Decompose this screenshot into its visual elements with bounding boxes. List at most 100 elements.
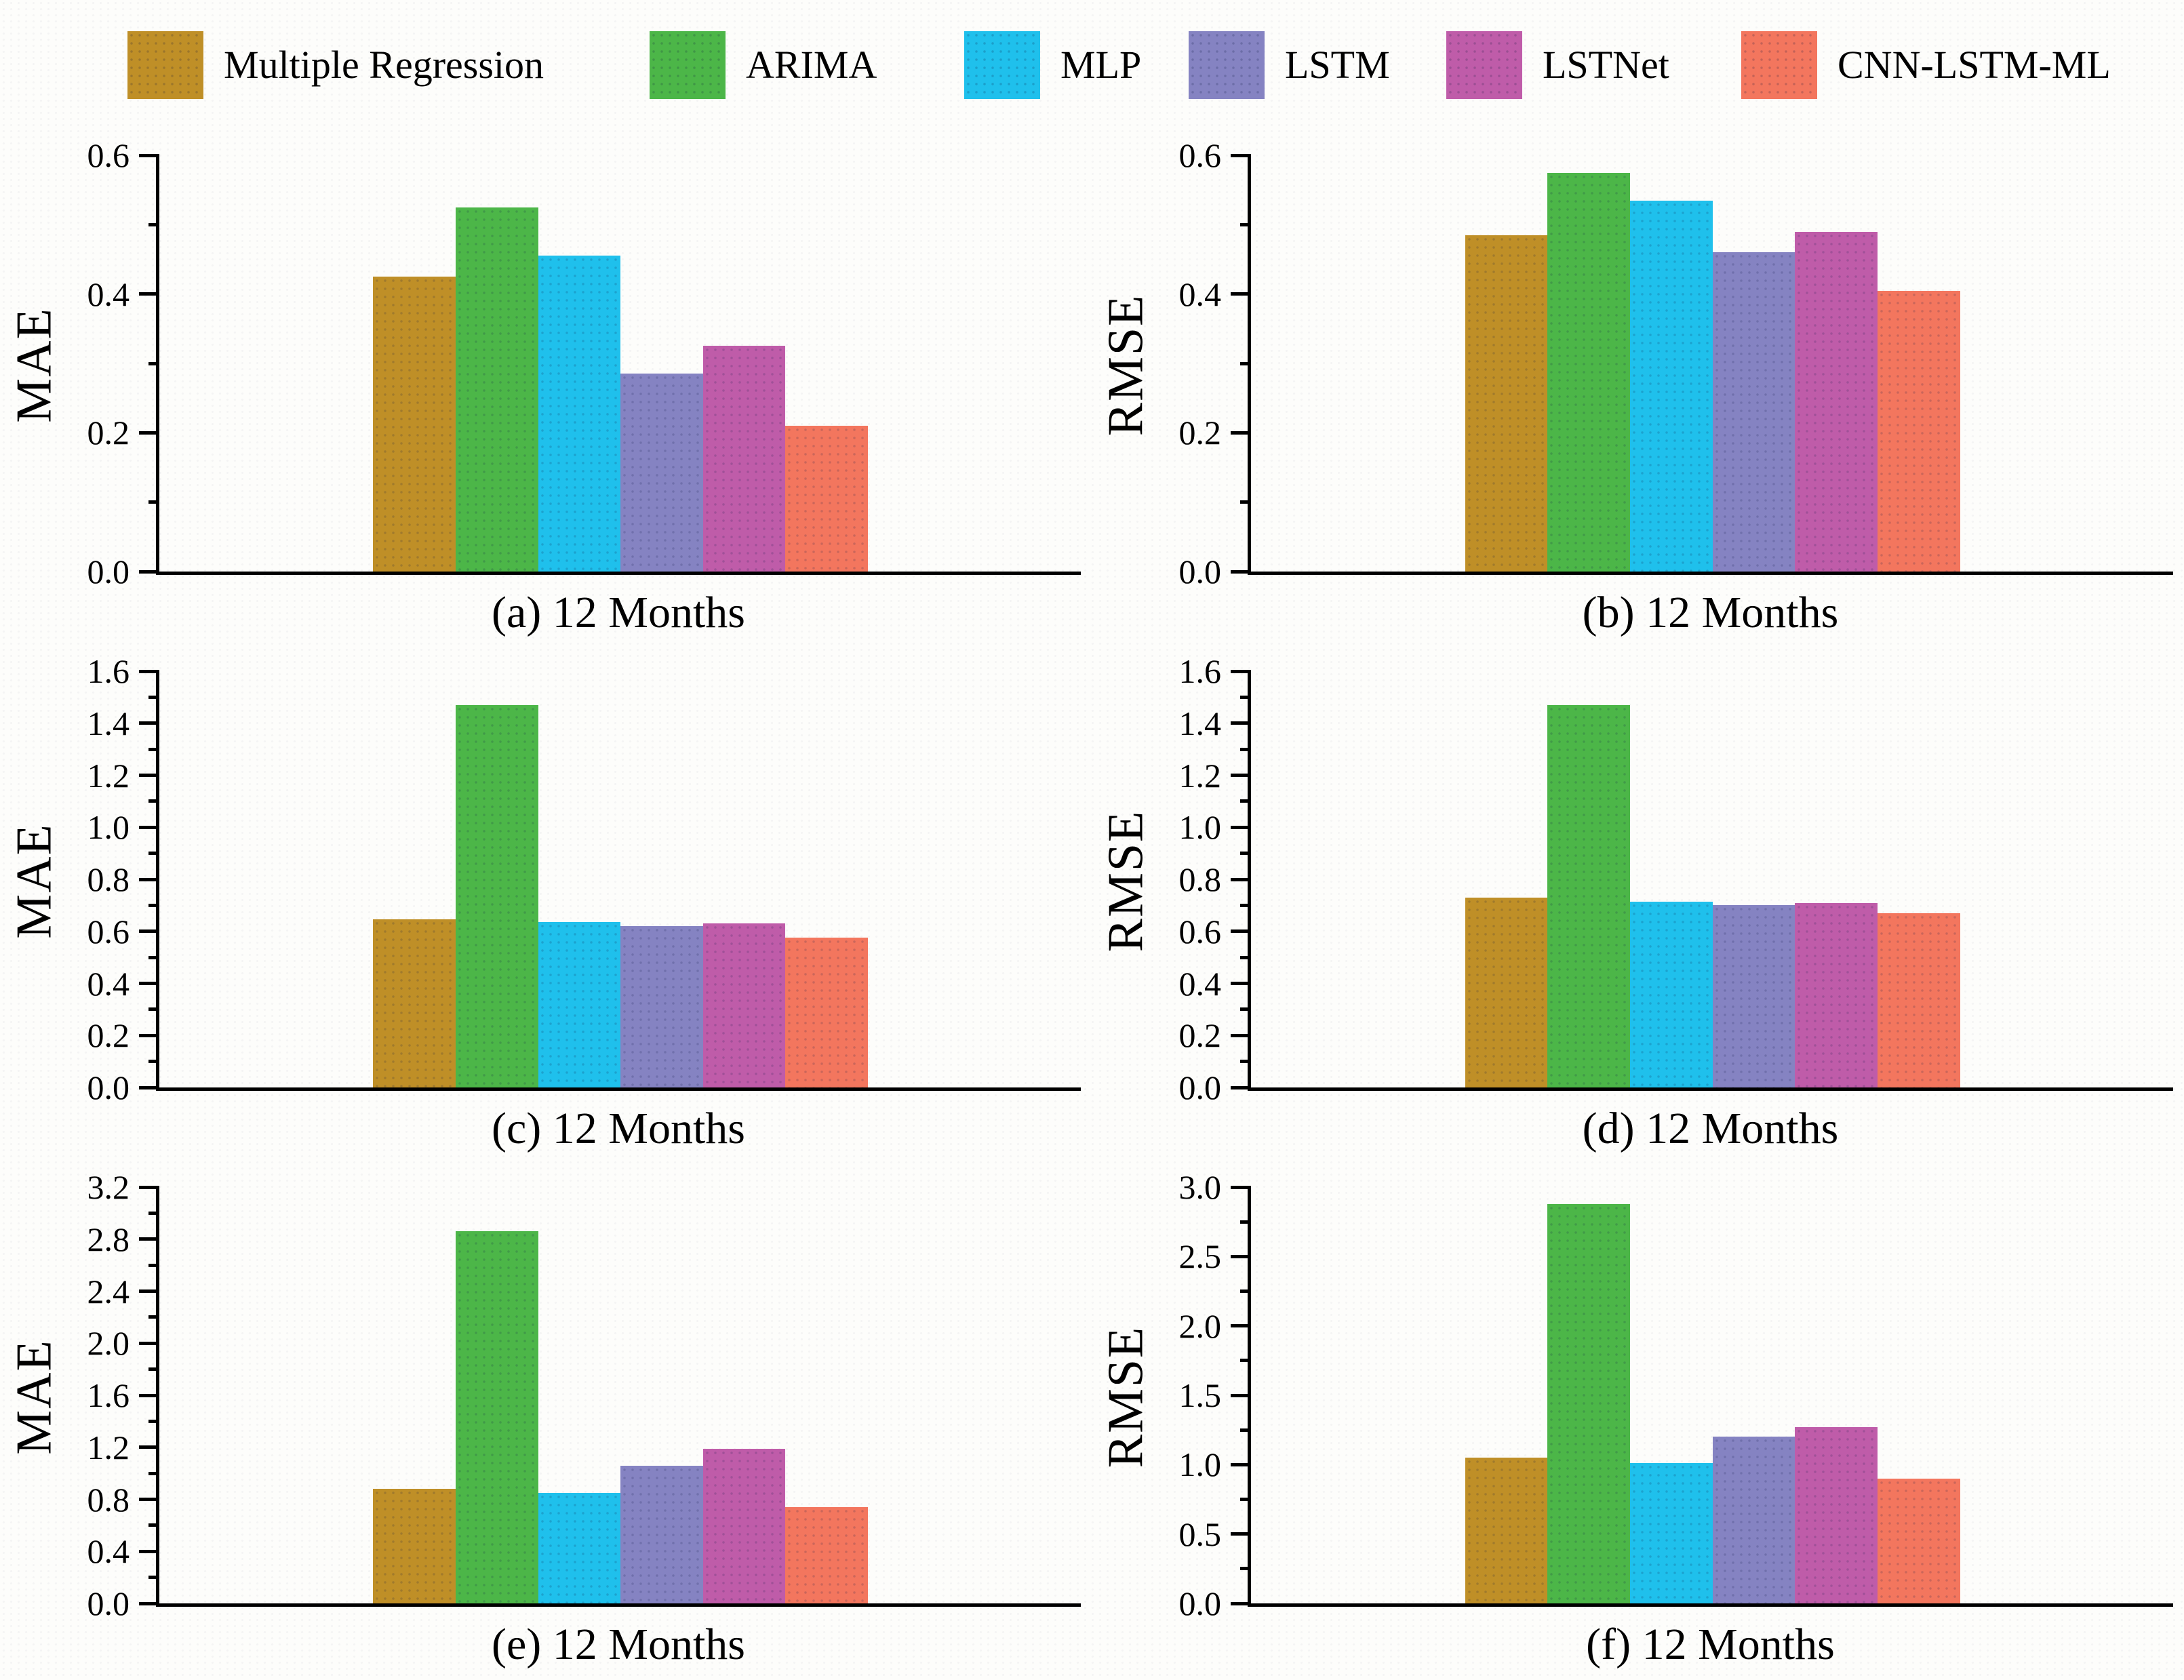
bar-cnn-lstm-ml bbox=[785, 938, 869, 1087]
y-axis-major-tick bbox=[139, 1498, 159, 1501]
y-axis-major-tick bbox=[1231, 1033, 1251, 1037]
bar-arima bbox=[455, 704, 538, 1087]
y-axis-major-tick bbox=[139, 1601, 159, 1605]
y-axis-major-tick bbox=[139, 1237, 159, 1241]
y-axis-major-tick bbox=[139, 721, 159, 725]
y-axis-title-box: RMSE bbox=[1096, 155, 1157, 575]
bar-mlp bbox=[538, 1492, 621, 1603]
bar-lstnet bbox=[1795, 231, 1878, 572]
y-axis-tick-label: 2.5 bbox=[1178, 1237, 1222, 1276]
y-axis-tick-label: 2.0 bbox=[1178, 1306, 1222, 1345]
bar-mlp bbox=[1629, 200, 1713, 572]
subplot-a: MAE 0.0 0.2 0.4 0.6 (a) 12 Months bbox=[0, 132, 1092, 648]
y-axis-major-tick bbox=[1231, 1324, 1251, 1328]
y-axis-minor-tick bbox=[148, 222, 159, 226]
y-axis-major-tick bbox=[1231, 569, 1251, 574]
bar-lstm bbox=[1712, 905, 1795, 1087]
y-axis-tick-label: 0.6 bbox=[1178, 912, 1222, 951]
y-axis-tick-label: 1.0 bbox=[1178, 1445, 1222, 1484]
y-axis-major-tick bbox=[139, 1445, 159, 1449]
y-axis-tick-label: 0.0 bbox=[87, 1584, 130, 1622]
y-axis-major-tick bbox=[1231, 1393, 1251, 1397]
y-axis-minor-tick bbox=[1240, 1220, 1251, 1224]
bar-mlp bbox=[1629, 901, 1713, 1087]
legend-item-multiple-regression: Multiple Regression bbox=[127, 30, 544, 100]
y-axis-minor-tick bbox=[148, 1523, 159, 1527]
y-axis-tick-label: 0.2 bbox=[87, 1016, 130, 1055]
bar-cnn-lstm-ml bbox=[1878, 1478, 1960, 1603]
y-axis-major-tick bbox=[1231, 1532, 1251, 1536]
y-axis-major-tick bbox=[1231, 431, 1251, 435]
y-axis-minor-tick bbox=[148, 1367, 159, 1372]
bar-arima bbox=[1547, 704, 1630, 1087]
y-axis-major-tick bbox=[139, 1033, 159, 1037]
y-axis-tick-label: 1.0 bbox=[1178, 808, 1222, 847]
legend-item-lstnet: LSTNet bbox=[1446, 30, 1669, 100]
y-axis-tick-label: 1.6 bbox=[87, 652, 130, 690]
bar-multiple-regression bbox=[1465, 897, 1548, 1087]
y-axis-tick-label: 0.5 bbox=[1178, 1515, 1222, 1553]
y-axis-minor-tick bbox=[148, 1007, 159, 1012]
y-axis-tick-label: 0.2 bbox=[1178, 1016, 1222, 1055]
y-axis-minor-tick bbox=[148, 361, 159, 365]
legend-swatch-cnn-lstm-ml bbox=[1741, 31, 1817, 99]
y-axis-tick-label: 0.4 bbox=[1178, 275, 1222, 313]
y-axis-minor-tick bbox=[1240, 747, 1251, 751]
bar-arima bbox=[455, 207, 538, 572]
y-axis-tick-label: 0.0 bbox=[1178, 553, 1222, 591]
bar-lstm bbox=[620, 1465, 703, 1603]
y-axis-minor-tick bbox=[148, 1419, 159, 1423]
y-axis-tick-label: 0.8 bbox=[87, 1480, 130, 1519]
y-axis-major-tick bbox=[139, 669, 159, 673]
y-axis-tick-label: 1.6 bbox=[1178, 652, 1222, 690]
bar-arima bbox=[1547, 172, 1630, 572]
y-axis-tick-label: 0.4 bbox=[87, 275, 130, 313]
y-axis-minor-tick bbox=[1240, 1289, 1251, 1293]
y-axis-minor-tick bbox=[148, 903, 159, 907]
y-axis-tick-label: 1.2 bbox=[87, 1428, 130, 1466]
bar-lstnet bbox=[1795, 902, 1878, 1087]
y-axis-tick-label: 0.6 bbox=[87, 136, 130, 174]
legend-swatch-mlp bbox=[964, 31, 1040, 99]
y-axis-minor-tick bbox=[1240, 1359, 1251, 1363]
y-axis-major-tick bbox=[139, 1185, 159, 1189]
legend-swatch-arima bbox=[650, 31, 726, 99]
y-axis-tick-label: 1.4 bbox=[1178, 704, 1222, 742]
y-axis-tick-label: 1.4 bbox=[87, 704, 130, 742]
y-axis-title: RMSE bbox=[1098, 809, 1154, 953]
legend-label: LSTM bbox=[1285, 43, 1390, 87]
y-axis-title: MAE bbox=[6, 307, 62, 423]
y-axis-tick-label: 0.0 bbox=[87, 553, 130, 591]
y-axis-title-box: RMSE bbox=[1096, 1187, 1157, 1607]
y-axis-title: RMSE bbox=[1098, 1325, 1154, 1468]
y-axis-major-tick bbox=[1231, 1085, 1251, 1089]
bar-lstnet bbox=[702, 923, 786, 1087]
plot-area-f: 0.0 0.5 1.0 1.5 2.0 2.5 3.0 bbox=[1179, 1170, 2173, 1620]
y-axis-tick-label: 2.4 bbox=[87, 1272, 130, 1311]
y-axis-major-tick bbox=[139, 1289, 159, 1293]
y-axis-minor-tick bbox=[148, 1211, 159, 1215]
legend-swatch-lstnet bbox=[1446, 31, 1522, 99]
y-axis-title: MAE bbox=[6, 1339, 62, 1455]
y-axis-major-tick bbox=[1231, 929, 1251, 934]
subplot-caption-f: (f) 12 Months bbox=[1586, 1620, 1835, 1669]
bar-lstnet bbox=[702, 346, 786, 572]
y-axis-minor-tick bbox=[148, 955, 159, 959]
bar-lstm bbox=[1712, 1437, 1795, 1603]
subplot-caption-a: (a) 12 Months bbox=[492, 588, 745, 637]
y-axis-minor-tick bbox=[1240, 222, 1251, 226]
y-axis-major-tick bbox=[1231, 721, 1251, 725]
bar-cnn-lstm-ml bbox=[1878, 290, 1960, 572]
y-axis-major-tick bbox=[139, 1341, 159, 1345]
y-axis-tick-label: 3.2 bbox=[87, 1168, 130, 1206]
y-axis-minor-tick bbox=[1240, 1567, 1251, 1571]
y-axis-major-tick bbox=[139, 929, 159, 934]
y-axis-tick-label: 1.5 bbox=[1178, 1376, 1222, 1414]
legend-item-mlp: MLP bbox=[964, 30, 1141, 100]
y-axis-minor-tick bbox=[1240, 852, 1251, 856]
y-axis-major-tick bbox=[139, 774, 159, 777]
y-axis-major-tick bbox=[139, 569, 159, 574]
bar-multiple-regression bbox=[373, 277, 456, 572]
subplot-caption-d: (d) 12 Months bbox=[1582, 1104, 1839, 1153]
